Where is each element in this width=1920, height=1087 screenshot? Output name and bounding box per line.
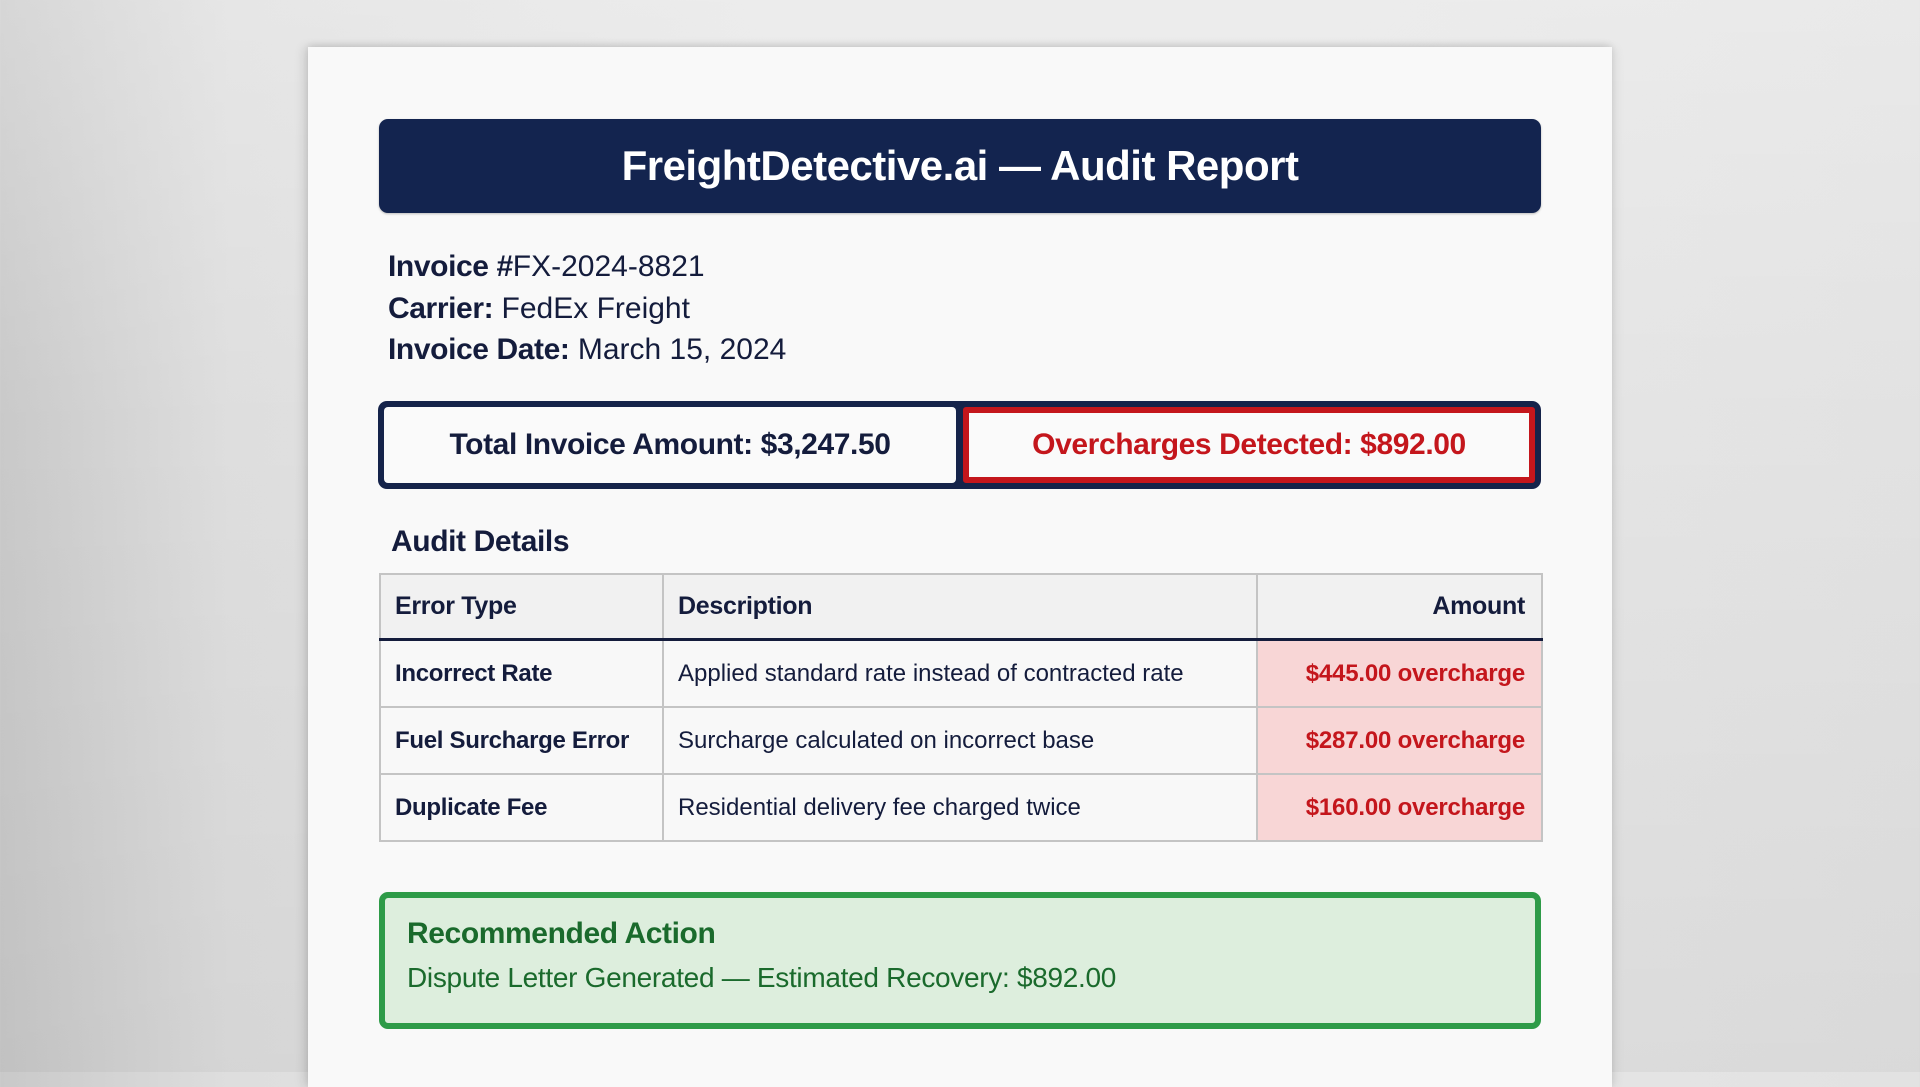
table-row: Incorrect Rate Applied standard rate ins…: [379, 638, 1543, 708]
invoice-date-label: Invoice Date:: [388, 333, 570, 366]
summary-box: Total Invoice Amount: $3,247.50 Overchar…: [378, 401, 1541, 489]
carrier-value: FedEx Freight: [501, 291, 690, 325]
invoice-number-value: FX-2024-8821: [512, 250, 705, 283]
invoice-number: Invoice #FX-2024-8821: [388, 246, 786, 288]
amount-cell: $287.00 overcharge: [1256, 706, 1543, 775]
amount-cell: $160.00 overcharge: [1256, 773, 1543, 842]
recommended-action-body: Dispute Letter Generated — Estimated Rec…: [407, 962, 1117, 993]
table-row: Fuel Surcharge Error Surcharge calculate…: [379, 706, 1543, 775]
invoice-date: Invoice Date: March 15, 2024: [388, 329, 786, 371]
column-header-error-type: Error Type: [379, 573, 664, 641]
overcharges-label: Overcharges Detected: $892.00: [1032, 428, 1466, 461]
total-invoice-amount: Total Invoice Amount: $3,247.50: [384, 407, 956, 483]
column-header-amount: Amount: [1256, 573, 1543, 641]
recommended-action-title: Recommended Action: [407, 917, 716, 950]
carrier-label: Carrier:: [388, 291, 494, 325]
description-cell: Residential delivery fee charged twice: [662, 773, 1258, 842]
recommended-action-box: Recommended Action Dispute Letter Genera…: [379, 892, 1541, 1029]
carrier: Carrier: FedEx Freight: [388, 288, 786, 330]
invoice-date-value: March 15, 2024: [577, 333, 787, 366]
audit-details-heading: Audit Details: [391, 525, 570, 558]
error-type-cell: Incorrect Rate: [379, 638, 664, 708]
overcharges-detected: Overcharges Detected: $892.00: [963, 407, 1535, 483]
table-row: Duplicate Fee Residential delivery fee c…: [379, 773, 1543, 842]
report-header: FreightDetective.ai — Audit Report: [379, 119, 1541, 213]
table-header-row: Error Type Description Amount: [379, 573, 1543, 641]
report-title: FreightDetective.ai — Audit Report: [621, 142, 1299, 189]
error-type-cell: Duplicate Fee: [379, 773, 664, 842]
total-invoice-label: Total Invoice Amount: $3,247.50: [449, 428, 891, 461]
column-header-description: Description: [662, 573, 1258, 641]
audit-table: Error Type Description Amount Incorrect …: [379, 573, 1543, 842]
amount-cell: $445.00 overcharge: [1256, 638, 1543, 708]
error-type-cell: Fuel Surcharge Error: [379, 706, 664, 775]
description-cell: Applied standard rate instead of contrac…: [662, 638, 1258, 708]
invoice-info: Invoice #FX-2024-8821 Carrier: FedEx Fre…: [388, 246, 786, 371]
description-cell: Surcharge calculated on incorrect base: [662, 706, 1258, 775]
invoice-number-label: Invoice #: [388, 250, 513, 283]
